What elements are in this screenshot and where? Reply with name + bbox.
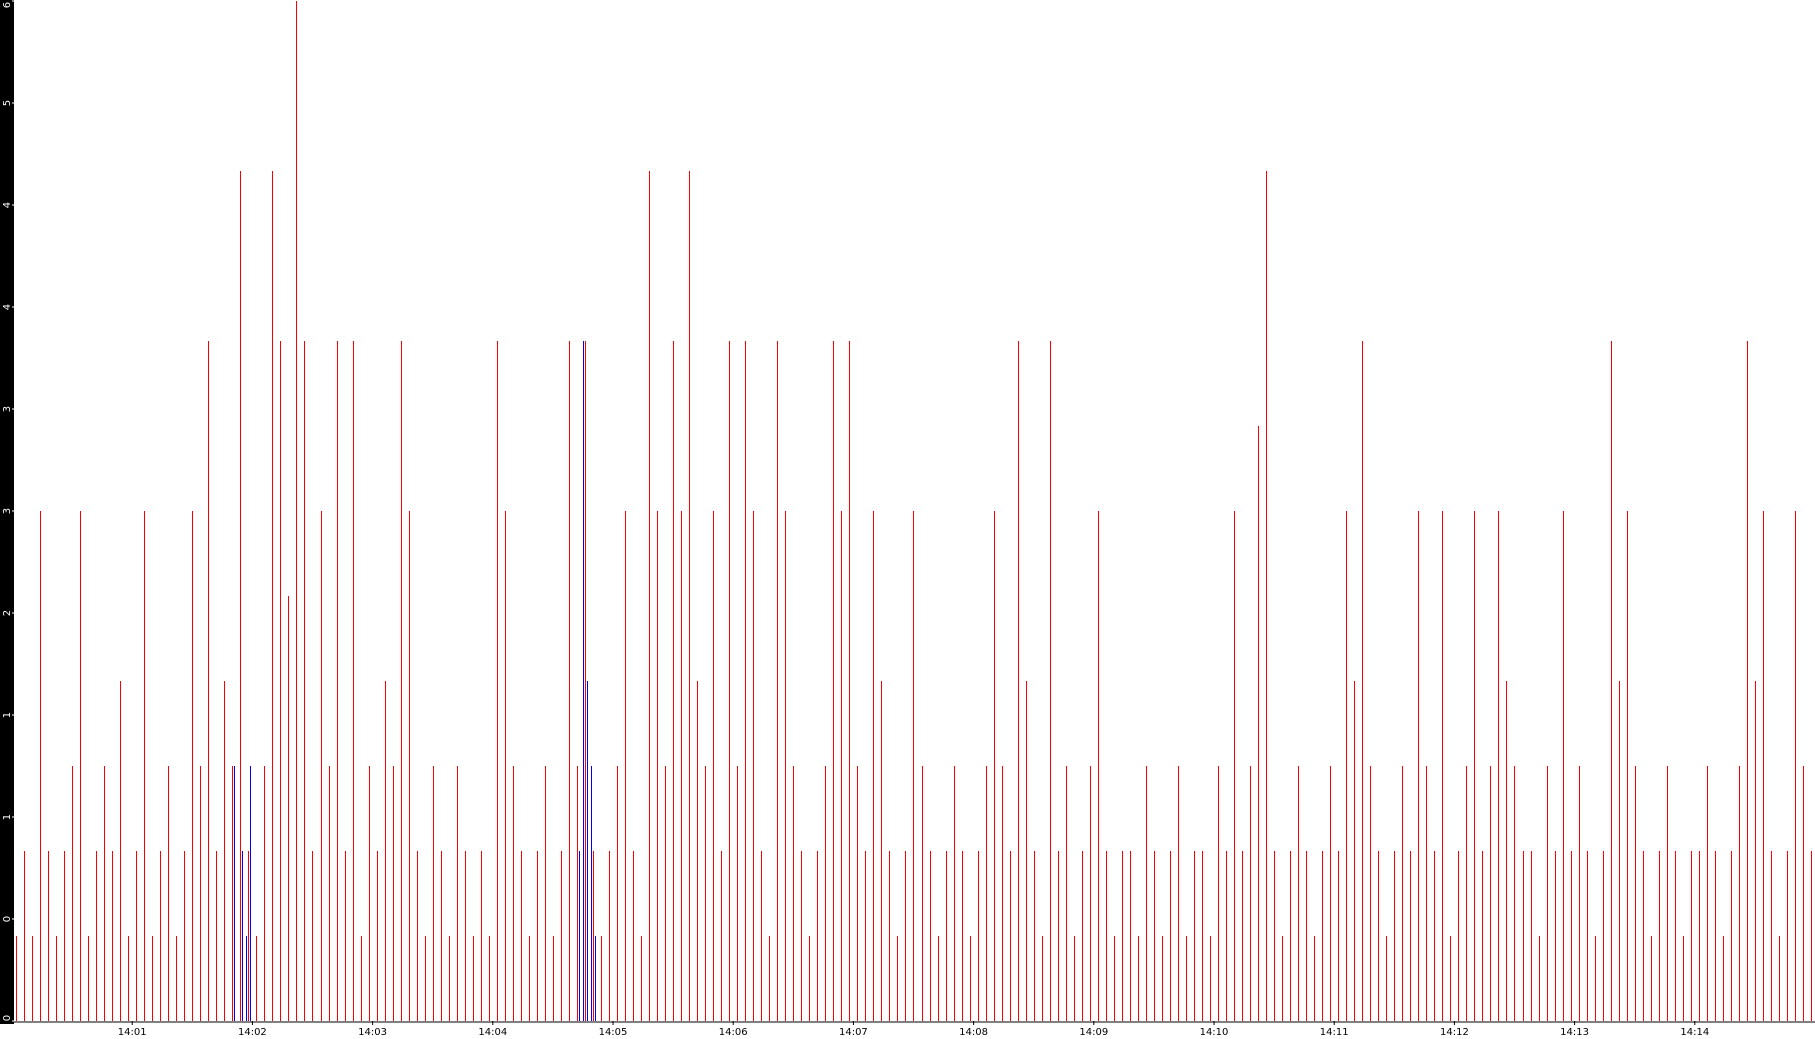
- x-tick-label: 14:11: [1320, 1027, 1349, 1038]
- y-tick-label: 0: [2, 1015, 13, 1021]
- x-tick-label: 14:08: [959, 1027, 988, 1038]
- y-tick-label: 1: [2, 814, 13, 820]
- x-tick-label: 14:14: [1680, 1027, 1709, 1038]
- y-tick-label: 1: [2, 712, 13, 718]
- x-tick-label: 14:05: [599, 1027, 628, 1038]
- x-tick-label: 14:07: [839, 1027, 868, 1038]
- x-tick-label: 14:06: [719, 1027, 748, 1038]
- x-tick-label: 14:10: [1200, 1027, 1229, 1038]
- y-tick-label: 2: [2, 610, 13, 616]
- x-tick-label: 14:03: [358, 1027, 387, 1038]
- x-tick-label: 14:04: [478, 1027, 507, 1038]
- x-tick-label: 14:01: [118, 1027, 147, 1038]
- x-tick-label: 14:13: [1560, 1027, 1589, 1038]
- y-tick-label: 6: [2, 2, 13, 8]
- y-tick-label: 0: [2, 916, 13, 922]
- x-tick-label: 14:12: [1440, 1027, 1469, 1038]
- x-tick-label: 14:09: [1079, 1027, 1108, 1038]
- y-axis-strip: [0, 0, 14, 1024]
- y-tick-label: 4: [2, 202, 13, 208]
- y-tick-label: 4: [2, 304, 13, 310]
- x-tick-label: 14:02: [238, 1027, 267, 1038]
- y-tick-label: 5: [2, 100, 13, 106]
- y-tick-label: 3: [2, 508, 13, 514]
- y-tick-label: 3: [2, 406, 13, 412]
